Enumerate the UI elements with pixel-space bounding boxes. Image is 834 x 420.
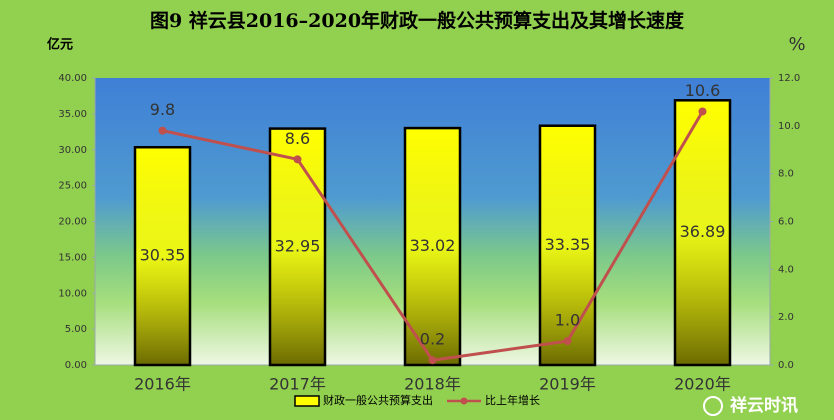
y-tick-label: 10.00	[58, 288, 87, 299]
y2-tick-label: 10.0	[778, 121, 800, 132]
y-tick-label: 25.00	[58, 181, 87, 192]
bar-value-label: 33.02	[410, 236, 456, 255]
line-value-label: 8.6	[285, 129, 310, 148]
y2-tick-label: 2.0	[778, 312, 794, 323]
x-tick-label: 2017年	[269, 375, 326, 394]
line-value-label: 0.2	[420, 330, 445, 349]
y2-tick-label: 12.0	[778, 73, 800, 84]
bar-value-label: 36.89	[680, 222, 726, 241]
line-marker	[428, 356, 437, 365]
line-value-label: 1.0	[555, 311, 580, 330]
line-marker	[293, 155, 302, 164]
y2-tick-label: 8.0	[778, 169, 794, 180]
line-value-label: 9.8	[150, 100, 175, 119]
y-tick-label: 35.00	[58, 109, 87, 120]
bar-value-label: 32.95	[275, 236, 321, 255]
legend-swatch-marker	[460, 397, 468, 405]
line-marker	[158, 126, 167, 135]
y-tick-label: 0.00	[65, 360, 87, 371]
y-tick-label: 5.00	[65, 324, 87, 335]
x-tick-label: 2019年	[539, 375, 596, 394]
bar-value-label: 30.35	[140, 246, 186, 265]
bar	[538, 124, 597, 367]
line-marker	[563, 337, 572, 346]
y-tick-label: 30.00	[58, 145, 87, 156]
y2-axis-label: %	[788, 34, 805, 55]
bar	[403, 126, 462, 367]
bar-value-label: 33.35	[545, 235, 591, 254]
legend-label: 比上年增长	[485, 393, 540, 407]
watermark-icon	[703, 396, 723, 416]
watermark: 祥云时讯	[703, 395, 798, 416]
watermark-text: 祥云时讯	[730, 395, 798, 416]
y2-tick-label: 6.0	[778, 217, 794, 228]
legend-swatch	[294, 395, 320, 407]
bar	[133, 145, 192, 367]
y-tick-label: 40.00	[58, 73, 87, 84]
y2-tick-label: 0.0	[778, 360, 794, 371]
x-tick-label: 2020年	[674, 375, 731, 394]
line-marker	[698, 107, 707, 116]
line-value-label: 10.6	[685, 81, 721, 100]
chart-title: 图9 祥云县2016–2020年财政一般公共预算支出及其增长速度	[150, 9, 685, 32]
y-tick-label: 15.00	[58, 252, 87, 263]
y-tick-label: 20.00	[58, 217, 87, 228]
x-tick-label: 2016年	[134, 375, 191, 394]
y2-tick-label: 4.0	[778, 264, 794, 275]
y-axis-label: 亿元	[47, 37, 73, 53]
legend-label: 财政一般公共预算支出	[323, 393, 433, 407]
bar	[268, 127, 327, 367]
x-tick-label: 2018年	[404, 375, 461, 394]
bar	[673, 99, 732, 367]
